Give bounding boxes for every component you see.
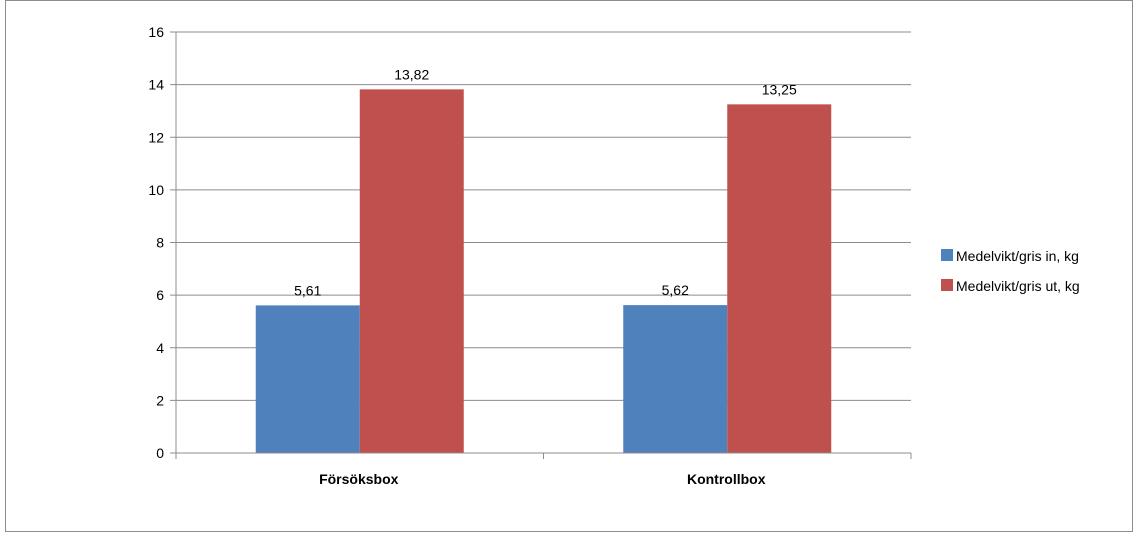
x-category-label: Försöksbox <box>319 471 399 487</box>
y-tick-label: 10 <box>148 182 164 198</box>
y-tick-label: 6 <box>156 287 164 303</box>
y-tick-label: 16 <box>148 24 164 40</box>
data-label: 13,25 <box>762 81 797 97</box>
data-label: 5,61 <box>294 282 321 298</box>
y-tick-label: 0 <box>156 445 164 461</box>
legend-swatch <box>941 279 953 291</box>
bar <box>359 89 464 453</box>
legend-label: Medelvikt/gris in, kg <box>956 248 1079 264</box>
bar <box>727 104 832 453</box>
legend-swatch <box>941 249 953 261</box>
labels: 0 2 4 6 8 10 12 14 16 5,61 13,82 Försöksbox 5,62 13,2… <box>148 24 797 487</box>
bar <box>255 305 360 453</box>
y-tick-label: 4 <box>156 340 164 356</box>
x-category-label: Kontrollbox <box>687 471 766 487</box>
bar <box>623 305 728 453</box>
y-tick-label: 2 <box>156 392 164 408</box>
y-tick-label: 14 <box>148 77 164 93</box>
legend-label: Medelvikt/gris ut, kg <box>956 278 1080 294</box>
chart-area: 0 2 4 6 8 10 12 14 16 5,61 13,82 Försöksbox 5,62 13,2… <box>5 0 1133 532</box>
data-label: 13,82 <box>394 66 429 82</box>
data-label: 5,62 <box>662 282 689 298</box>
y-tick-label: 12 <box>148 129 164 145</box>
axes <box>170 31 912 459</box>
bars <box>255 89 832 453</box>
bar-chart: 0 2 4 6 8 10 12 14 16 5,61 13,82 Försöksbox 5,62 13,2… <box>148 24 1080 487</box>
y-tick-label: 8 <box>156 235 164 251</box>
legend: Medelvikt/gris in, kg Medelvikt/gris ut, … <box>941 248 1080 294</box>
